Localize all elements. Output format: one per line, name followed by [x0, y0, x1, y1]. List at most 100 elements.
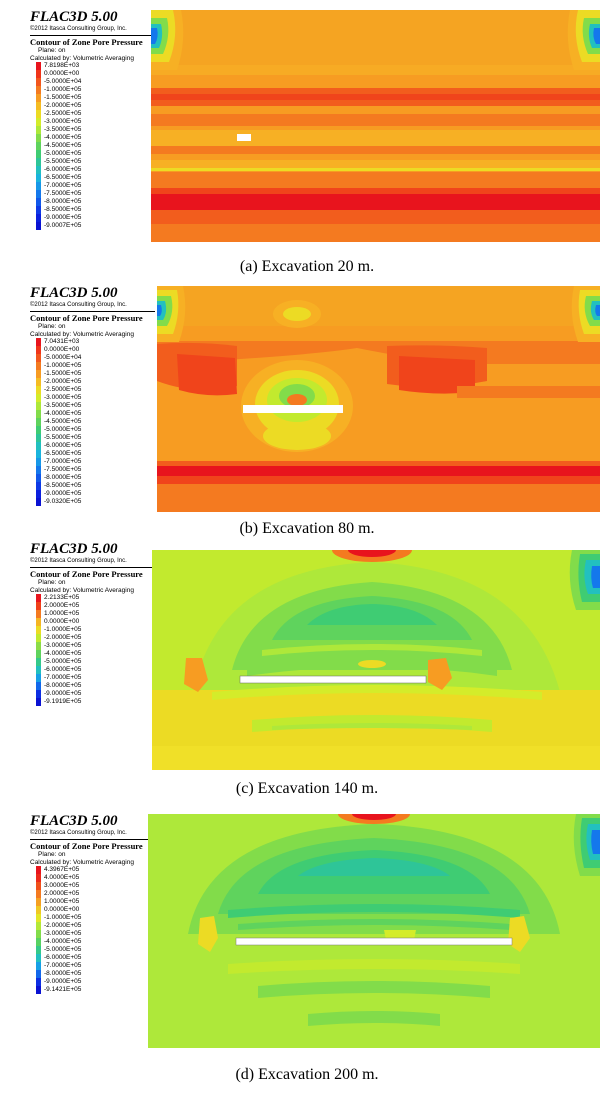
- legend-swatch: [36, 930, 41, 938]
- legend-entry: -3.5000E+05: [30, 126, 155, 134]
- legend-entry: -1.0000E+05: [30, 86, 155, 94]
- contour-title: Contour of Zone Pore Pressure: [30, 311, 155, 323]
- legend-a: FLAC3D 5.00 ©2012 Itasca Consulting Grou…: [30, 10, 155, 230]
- legend-entry: -5.0000E+05: [30, 426, 155, 434]
- legend-value: -8.5000E+05: [44, 482, 82, 489]
- legend-swatch: [36, 674, 41, 682]
- legend-swatch: [36, 402, 41, 410]
- legend-value: -4.5000E+05: [44, 142, 82, 149]
- legend-swatch: [36, 978, 41, 986]
- plane-label: Plane: on: [38, 579, 66, 586]
- legend-swatch: [36, 594, 41, 602]
- legend-swatch: [36, 134, 41, 142]
- legend-swatch: [36, 166, 41, 174]
- legend-entry: -9.0000E+05: [30, 690, 155, 698]
- legend-entry: 0.0000E+00: [30, 346, 155, 354]
- calculated-by: Calculated by: Volumetric Averaging: [30, 858, 134, 866]
- legend-value: 7.8198E+03: [44, 62, 80, 69]
- legend-entry: -5.5000E+05: [30, 434, 155, 442]
- legend-swatch: [36, 174, 41, 182]
- legend-value: -7.5000E+05: [44, 190, 82, 197]
- legend-swatch: [36, 198, 41, 206]
- legend-value: -6.0000E+05: [44, 166, 82, 173]
- legend-value: -9.0320E+05: [44, 498, 82, 505]
- legend-swatch: [36, 938, 41, 946]
- legend-entry: 3.0000E+05: [30, 882, 155, 890]
- legend-value: 2.0000E+05: [44, 890, 80, 897]
- legend-swatch: [36, 914, 41, 922]
- legend-value: 4.0000E+05: [44, 874, 80, 881]
- legend-value: -1.0000E+05: [44, 362, 82, 369]
- legend-swatch: [36, 962, 41, 970]
- legend-entry: -4.5000E+05: [30, 418, 155, 426]
- legend-value: -4.5000E+05: [44, 418, 82, 425]
- legend-value: -8.0000E+05: [44, 970, 82, 977]
- legend-swatch: [36, 418, 41, 426]
- legend-entry: -4.0000E+05: [30, 410, 155, 418]
- legend-entry: -2.0000E+05: [30, 922, 155, 930]
- legend-swatch: [36, 102, 41, 110]
- legend-entry: -4.5000E+05: [30, 142, 155, 150]
- legend-entry: 2.2133E+05: [30, 594, 155, 602]
- legend-entry: -6.0000E+05: [30, 954, 155, 962]
- legend-entry: -6.0000E+05: [30, 166, 155, 174]
- legend-entry: 7.8198E+03: [30, 62, 155, 70]
- legend-entry: -2.0000E+05: [30, 634, 155, 642]
- legend-swatch: [36, 62, 41, 70]
- software-title: FLAC3D 5.00: [30, 541, 118, 557]
- contour-title: Contour of Zone Pore Pressure: [30, 567, 155, 579]
- legend-swatch: [36, 150, 41, 158]
- legend-value: 0.0000E+00: [44, 70, 80, 77]
- legend-value: -3.0000E+05: [44, 394, 82, 401]
- legend-value: -2.0000E+05: [44, 922, 82, 929]
- legend-swatch: [36, 86, 41, 94]
- legend-entry: -3.0000E+05: [30, 394, 155, 402]
- legend-value: -1.0000E+05: [44, 86, 82, 93]
- legend-entry: -8.0000E+05: [30, 970, 155, 978]
- legend-entry: -9.0000E+05: [30, 490, 155, 498]
- legend-value: -2.0000E+05: [44, 378, 82, 385]
- legend-value: -2.0000E+05: [44, 102, 82, 109]
- copyright-text: ©2012 Itasca Consulting Group, Inc.: [30, 302, 127, 308]
- legend-value: 0.0000E+00: [44, 346, 80, 353]
- legend-swatch: [36, 618, 41, 626]
- legend-value: -3.5000E+05: [44, 126, 82, 133]
- legend-swatch: [36, 634, 41, 642]
- software-title: FLAC3D 5.00: [30, 9, 118, 25]
- contour-title: Contour of Zone Pore Pressure: [30, 35, 155, 47]
- software-title: FLAC3D 5.00: [30, 813, 118, 829]
- legend-entry: -2.5000E+05: [30, 110, 155, 118]
- legend-entry: -1.0000E+05: [30, 626, 155, 634]
- plane-label: Plane: on: [38, 323, 66, 330]
- contour-plot-d: [148, 814, 600, 1048]
- legend-value: 1.0000E+05: [44, 898, 80, 905]
- legend-entry: -2.0000E+05: [30, 102, 155, 110]
- legend-value: -7.0000E+05: [44, 458, 82, 465]
- legend-swatch: [36, 354, 41, 362]
- legend-value: -5.0000E+05: [44, 426, 82, 433]
- legend-swatch: [36, 442, 41, 450]
- legend-value: -5.0000E+05: [44, 150, 82, 157]
- caption-a: (a) Excavation 20 m.: [239, 258, 375, 275]
- legend-value: -8.5000E+05: [44, 206, 82, 213]
- legend-swatch: [36, 126, 41, 134]
- legend-swatch: [36, 698, 41, 706]
- legend-value: 3.0000E+05: [44, 882, 80, 889]
- legend-swatch: [36, 190, 41, 198]
- legend-value: -5.0000E+04: [44, 78, 82, 85]
- legend-value: -4.0000E+05: [44, 410, 82, 417]
- legend-entry: -9.0000E+05: [30, 214, 155, 222]
- legend-swatch: [36, 474, 41, 482]
- legend-d: FLAC3D 5.00 ©2012 Itasca Consulting Grou…: [30, 814, 155, 994]
- legend-value: -4.0000E+05: [44, 650, 82, 657]
- legend-rows: 2.2133E+05 2.0000E+05 1.0000E+05 0.0000E+00…: [30, 594, 155, 706]
- legend-value: -5.0000E+05: [44, 658, 82, 665]
- legend-value: -8.0000E+05: [44, 198, 82, 205]
- legend-entry: -6.0000E+05: [30, 442, 155, 450]
- legend-entry: -1.0000E+05: [30, 362, 155, 370]
- copyright-text: ©2012 Itasca Consulting Group, Inc.: [30, 558, 127, 564]
- legend-rows: 7.0431E+03 0.0000E+00 -5.0000E+04 -1.0000E+…: [30, 338, 155, 506]
- legend-entry: -8.0000E+05: [30, 198, 155, 206]
- legend-swatch: [36, 158, 41, 166]
- legend-value: -6.0000E+05: [44, 442, 82, 449]
